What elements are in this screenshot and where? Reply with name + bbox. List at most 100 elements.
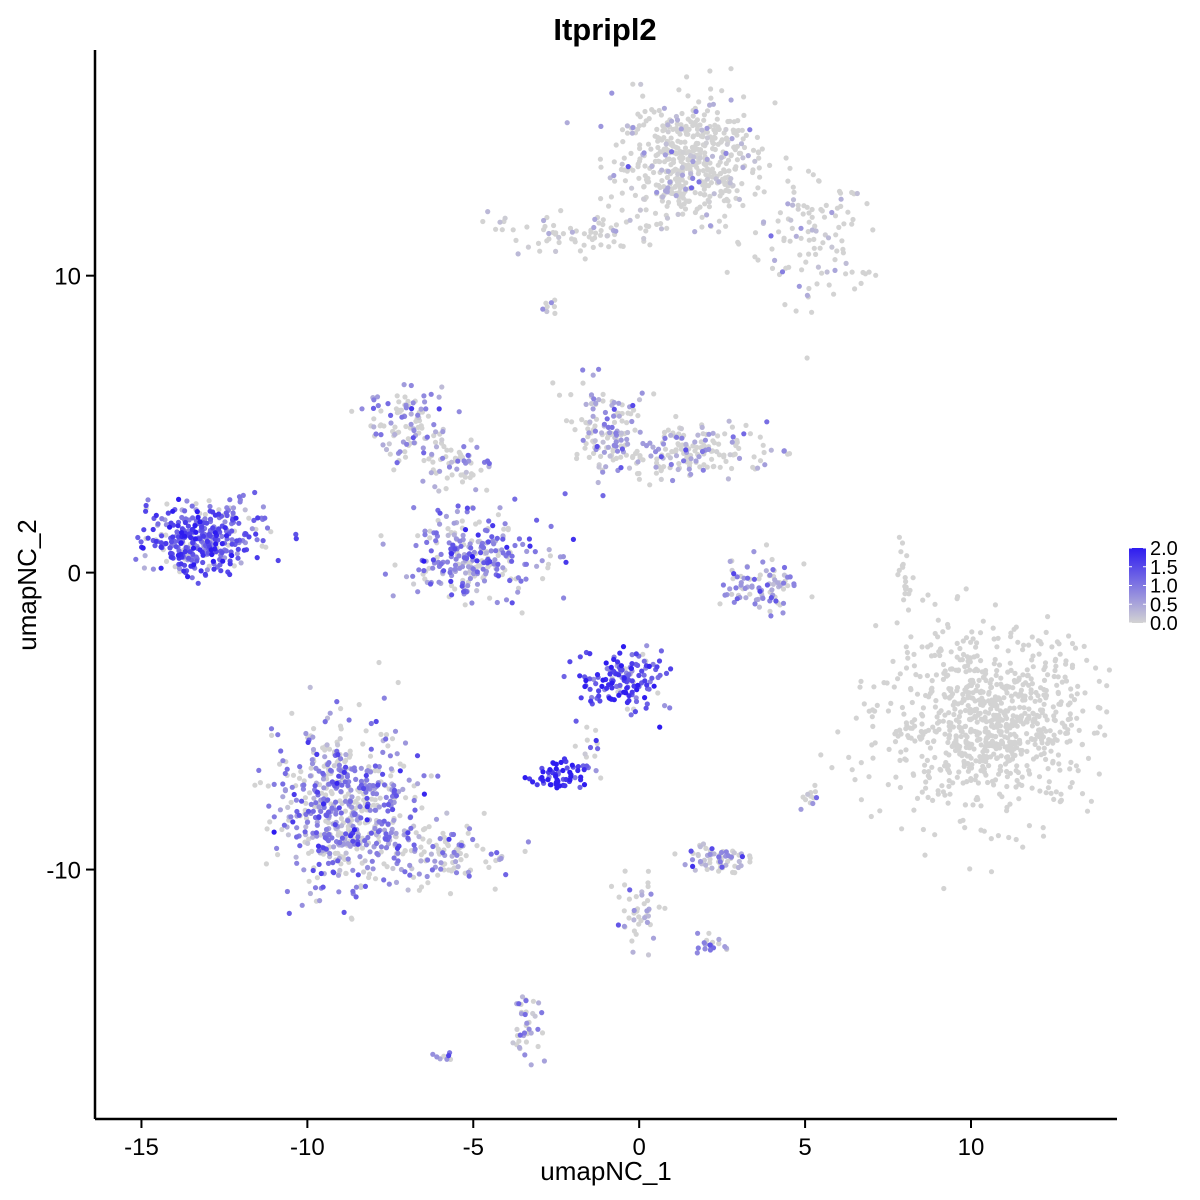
data-point	[397, 409, 403, 415]
data-point	[665, 199, 672, 206]
data-point	[1020, 844, 1026, 850]
data-point	[711, 127, 717, 133]
data-point	[658, 648, 665, 654]
data-point	[382, 836, 389, 842]
data-point	[1042, 664, 1048, 670]
data-point	[437, 836, 443, 842]
data-point	[227, 497, 233, 503]
data-point	[630, 402, 636, 409]
data-point	[314, 751, 320, 758]
data-point	[978, 768, 984, 774]
data-point	[411, 581, 417, 587]
data-point	[600, 221, 606, 228]
data-point	[540, 576, 546, 582]
data-point	[727, 558, 733, 565]
data-point	[1045, 766, 1051, 772]
data-point	[454, 508, 460, 515]
data-point	[325, 860, 332, 867]
data-point	[760, 559, 766, 565]
data-point	[907, 587, 913, 594]
data-point	[408, 825, 414, 831]
data-point	[390, 593, 396, 599]
data-point	[184, 498, 190, 504]
data-point	[685, 116, 691, 122]
data-point	[494, 850, 500, 856]
data-point	[290, 819, 296, 825]
data-point	[460, 532, 466, 539]
data-point	[743, 595, 749, 601]
data-point	[926, 775, 933, 781]
data-point	[603, 464, 609, 470]
data-point	[675, 441, 681, 447]
data-point	[242, 507, 248, 513]
data-point	[1001, 685, 1007, 691]
data-point	[364, 795, 370, 801]
data-point	[410, 400, 416, 406]
data-point	[702, 192, 708, 198]
data-point	[1038, 731, 1044, 737]
data-point	[591, 676, 597, 683]
data-point	[955, 701, 961, 707]
data-point	[678, 139, 684, 145]
data-point	[515, 585, 522, 591]
data-point	[1032, 698, 1038, 704]
data-point	[690, 863, 696, 870]
data-point	[513, 237, 519, 243]
data-point	[694, 164, 700, 170]
data-point	[561, 673, 567, 680]
data-point	[912, 717, 918, 723]
data-point	[143, 508, 149, 514]
data-point	[622, 178, 629, 184]
data-point	[592, 216, 598, 222]
data-point	[635, 662, 641, 669]
data-point	[418, 852, 424, 858]
data-point	[327, 710, 333, 716]
data-point	[946, 735, 952, 741]
data-point	[637, 207, 644, 213]
data-point	[660, 441, 667, 447]
data-point	[440, 429, 446, 435]
data-point	[334, 699, 340, 705]
data-point	[320, 770, 326, 777]
data-point	[333, 811, 339, 817]
data-point	[871, 684, 877, 690]
data-point	[964, 779, 970, 785]
data-point	[487, 595, 493, 601]
data-point	[866, 774, 872, 780]
data-point	[940, 676, 947, 683]
data-point	[676, 461, 682, 467]
data-point	[918, 728, 924, 735]
data-point	[725, 157, 732, 163]
data-point	[338, 789, 344, 795]
data-point	[725, 476, 732, 482]
data-point	[657, 724, 663, 730]
data-point	[468, 545, 474, 551]
data-point	[1065, 702, 1071, 708]
data-point	[233, 515, 239, 521]
data-point	[216, 507, 222, 513]
data-point	[624, 699, 631, 706]
data-point	[895, 572, 901, 578]
data-point	[193, 529, 199, 535]
data-point	[968, 677, 974, 684]
data-point	[873, 623, 879, 629]
data-point	[338, 756, 344, 762]
data-point	[524, 548, 530, 555]
data-point	[621, 689, 627, 695]
data-point	[697, 191, 703, 197]
data-point	[491, 561, 497, 567]
data-point	[342, 779, 348, 785]
data-point	[336, 773, 342, 779]
data-point	[474, 581, 481, 587]
data-point	[405, 830, 411, 836]
data-point	[316, 861, 322, 868]
data-point	[561, 756, 568, 762]
data-point	[381, 782, 388, 788]
data-point	[640, 651, 646, 657]
data-point	[182, 533, 188, 539]
data-point	[274, 845, 280, 852]
data-point	[535, 240, 542, 246]
data-point	[995, 833, 1002, 839]
data-point	[1050, 740, 1056, 746]
